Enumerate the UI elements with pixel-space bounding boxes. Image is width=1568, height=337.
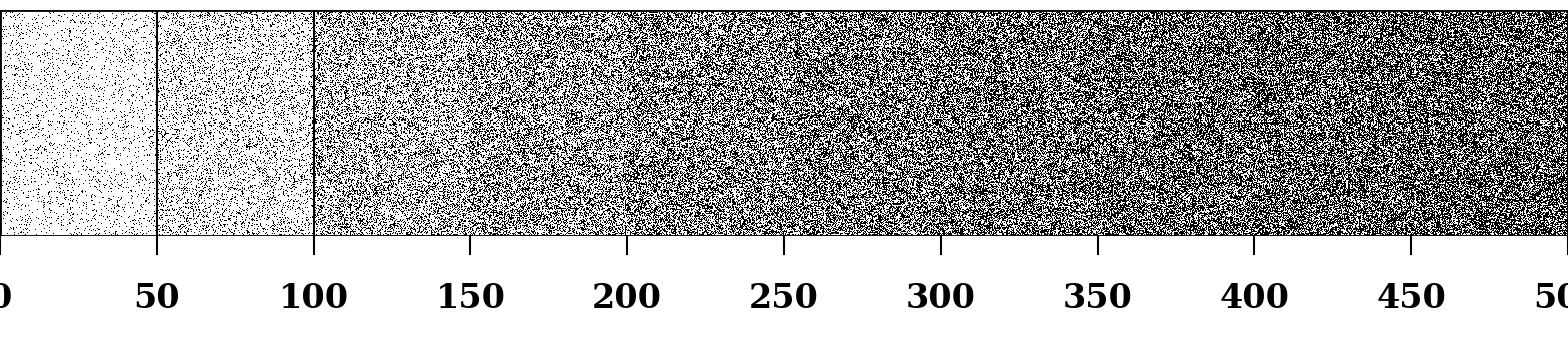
Text: 450: 450 <box>1377 282 1446 315</box>
Text: 350: 350 <box>1063 282 1132 315</box>
Text: 250: 250 <box>750 282 818 315</box>
Text: 400: 400 <box>1220 282 1289 315</box>
Text: 50: 50 <box>133 282 180 315</box>
Text: 500: 500 <box>1534 282 1568 315</box>
Text: 150: 150 <box>436 282 505 315</box>
Text: 300: 300 <box>906 282 975 315</box>
Text: 100: 100 <box>279 282 348 315</box>
Text: 200: 200 <box>593 282 662 315</box>
Text: 0: 0 <box>0 282 11 315</box>
